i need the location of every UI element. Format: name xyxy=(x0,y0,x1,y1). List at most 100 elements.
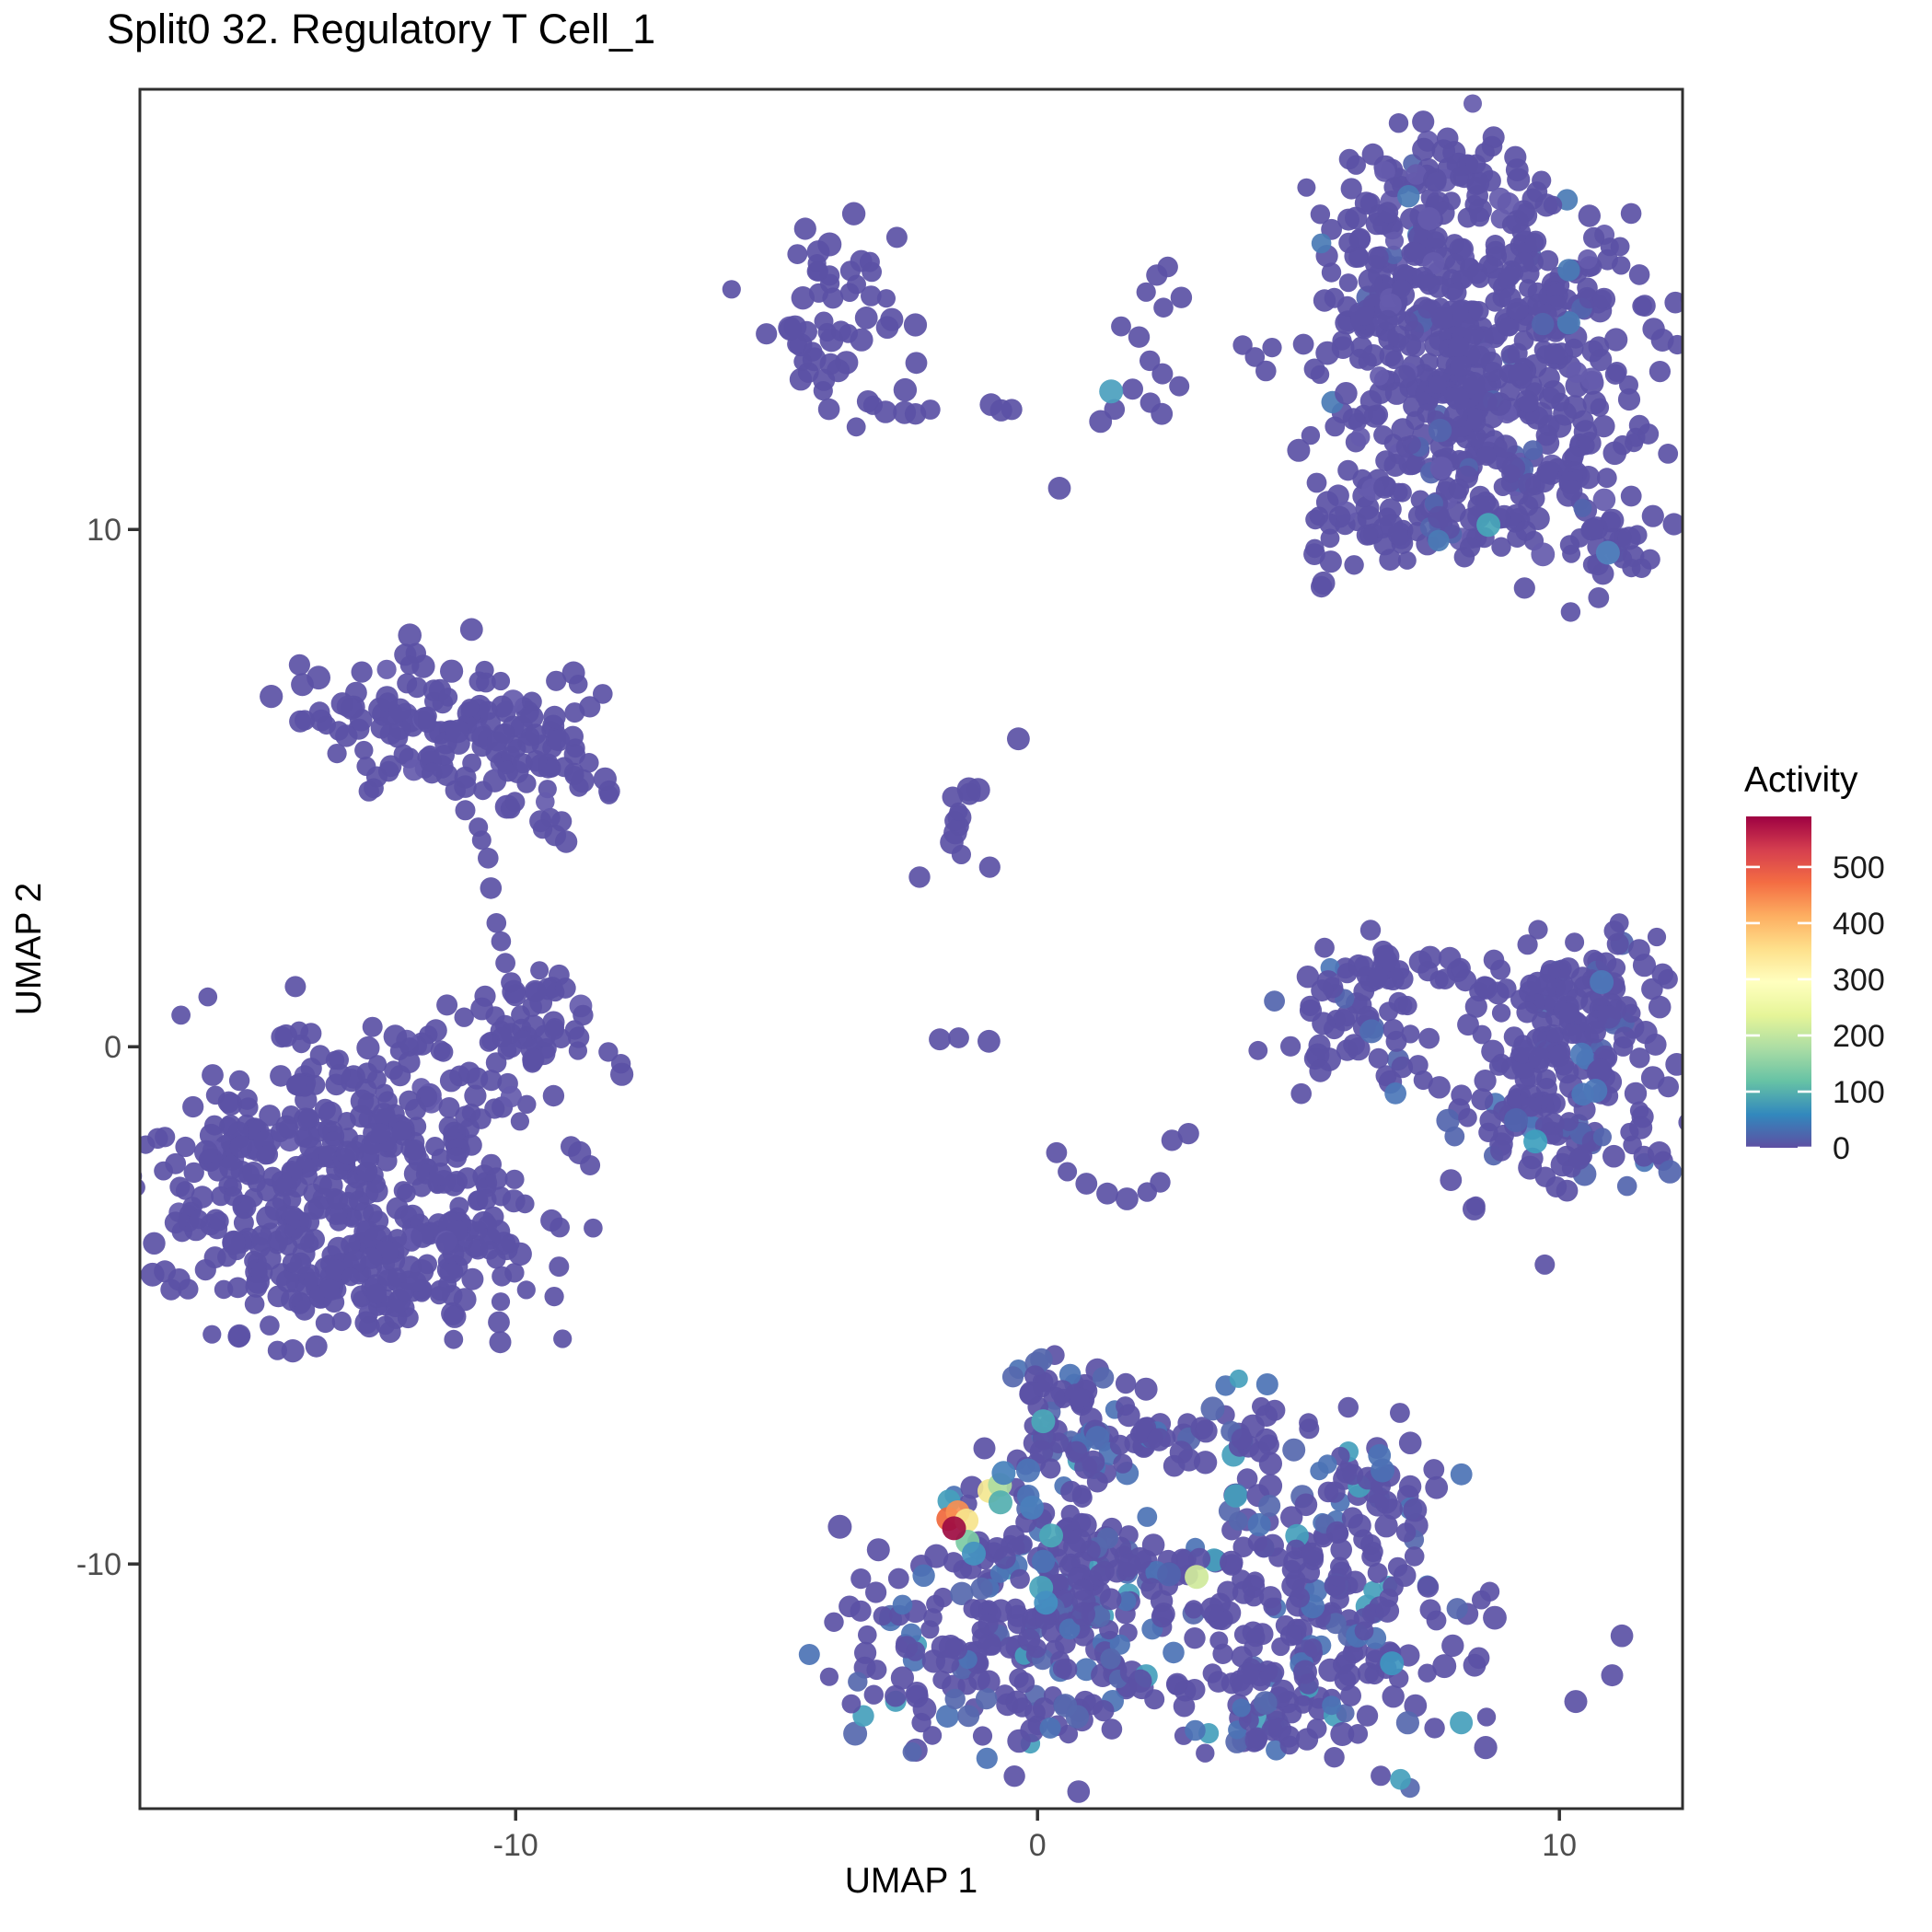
data-point xyxy=(1393,364,1417,388)
data-point xyxy=(1488,187,1511,210)
data-point xyxy=(260,685,283,709)
data-point xyxy=(251,1225,272,1246)
data-point xyxy=(806,240,830,264)
data-point xyxy=(1298,1673,1319,1695)
data-point xyxy=(383,1024,408,1048)
data-point xyxy=(1395,1522,1417,1543)
data-point xyxy=(504,1169,525,1189)
data-point xyxy=(244,1294,265,1314)
data-point xyxy=(819,328,844,353)
data-point xyxy=(1359,920,1382,941)
data-point xyxy=(1039,1523,1063,1548)
data-point xyxy=(1190,1417,1214,1440)
data-point xyxy=(1244,1729,1267,1752)
data-point xyxy=(1220,1550,1244,1575)
data-point xyxy=(1150,1172,1171,1193)
data-point xyxy=(1428,375,1448,394)
data-point xyxy=(296,1124,320,1149)
data-point xyxy=(1306,472,1327,493)
data-point xyxy=(1358,269,1382,293)
data-point xyxy=(802,347,827,372)
data-point xyxy=(1034,1591,1059,1615)
data-point xyxy=(1384,1082,1406,1105)
data-point xyxy=(1264,990,1285,1012)
data-point xyxy=(1117,1553,1142,1578)
data-point xyxy=(1258,1434,1279,1455)
data-point xyxy=(445,780,466,801)
data-point xyxy=(329,1049,349,1070)
data-point xyxy=(1196,1743,1215,1763)
data-point xyxy=(1311,575,1333,598)
data-point xyxy=(1590,398,1610,417)
legend-tick-label: 0 xyxy=(1833,1131,1850,1166)
data-point xyxy=(1441,1634,1464,1658)
data-point xyxy=(1601,1664,1624,1687)
data-point xyxy=(325,1259,347,1282)
data-point xyxy=(1614,1026,1636,1049)
data-point xyxy=(160,1278,182,1301)
data-point xyxy=(229,1135,253,1159)
data-point xyxy=(1578,249,1598,270)
data-point xyxy=(1506,297,1529,320)
legend-tick-label: 500 xyxy=(1833,850,1885,885)
data-point xyxy=(1039,1717,1061,1739)
data-point xyxy=(1185,1719,1206,1741)
data-point xyxy=(1588,1059,1613,1083)
data-point xyxy=(920,399,941,420)
data-point xyxy=(1531,542,1556,567)
data-point xyxy=(1419,353,1439,372)
data-point xyxy=(327,1189,349,1211)
data-point xyxy=(926,1594,945,1614)
data-point xyxy=(1406,411,1425,431)
data-point xyxy=(504,1263,525,1283)
data-point xyxy=(1466,1196,1486,1216)
data-point xyxy=(399,1090,420,1111)
data-point xyxy=(911,1712,931,1733)
data-point xyxy=(929,1028,951,1051)
data-point xyxy=(515,1194,535,1214)
data-point xyxy=(1617,388,1641,411)
data-point xyxy=(462,753,481,773)
data-point xyxy=(491,1292,511,1312)
data-point xyxy=(1649,361,1671,383)
data-point xyxy=(1557,259,1580,282)
data-point xyxy=(1310,364,1330,385)
data-point xyxy=(1128,326,1151,348)
data-point xyxy=(866,1538,890,1562)
data-point xyxy=(1379,1588,1399,1608)
data-point xyxy=(1356,524,1378,546)
data-point xyxy=(1559,1112,1579,1131)
data-point xyxy=(1310,204,1331,225)
data-point xyxy=(512,753,533,774)
data-point xyxy=(331,1311,352,1332)
data-point xyxy=(1398,1431,1422,1454)
data-point xyxy=(1505,158,1529,182)
data-point xyxy=(1099,1588,1122,1611)
data-point xyxy=(1470,207,1490,227)
data-point xyxy=(1564,1690,1588,1714)
data-point xyxy=(178,1278,199,1300)
data-point xyxy=(169,1176,191,1197)
data-point xyxy=(960,1475,984,1499)
data-point xyxy=(1573,498,1592,517)
data-point xyxy=(1341,1507,1363,1529)
data-point xyxy=(1395,65,1417,87)
data-point xyxy=(387,727,409,748)
data-point xyxy=(963,1599,983,1619)
data-point xyxy=(893,377,918,402)
data-point xyxy=(1620,485,1642,507)
data-point xyxy=(978,1614,999,1636)
data-point xyxy=(1478,391,1498,411)
data-point xyxy=(944,1688,966,1710)
data-point xyxy=(1368,1047,1389,1069)
data-point xyxy=(1522,440,1544,460)
data-point xyxy=(487,1220,511,1244)
data-point xyxy=(949,802,968,821)
data-point xyxy=(1157,256,1178,278)
data-point xyxy=(366,1070,387,1090)
data-point xyxy=(1354,1621,1374,1641)
data-point xyxy=(1281,1703,1302,1724)
data-point xyxy=(378,760,399,782)
data-point xyxy=(1286,1539,1306,1560)
data-point xyxy=(1247,1512,1271,1537)
